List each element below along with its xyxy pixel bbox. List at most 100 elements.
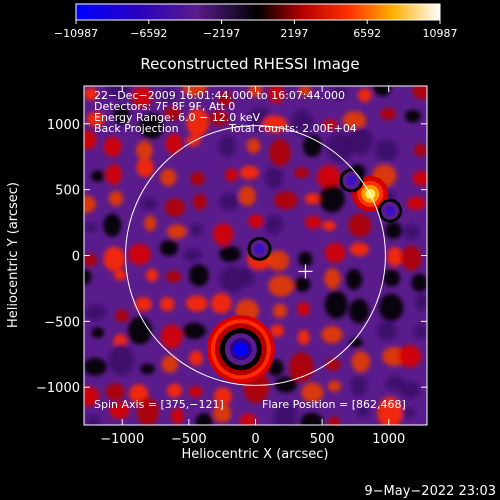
heatmap-blob — [248, 214, 264, 229]
heatmap-blob — [166, 383, 183, 398]
heatmap-blob — [160, 168, 177, 186]
colorbar-ticks: −10987 −6592 −2197 2197 6592 10987 — [54, 20, 458, 40]
heatmap-blob — [135, 140, 153, 160]
heatmap-blob — [273, 191, 298, 210]
y-tick-label: 500 — [55, 184, 80, 199]
heatmap-blob — [324, 242, 346, 263]
heatmap-blob — [103, 213, 122, 237]
colorbar — [75, 3, 441, 21]
heatmap-blob — [128, 243, 151, 265]
heatmap-blob — [349, 242, 369, 257]
heatmap-blob — [413, 324, 427, 339]
heatmap-blob — [357, 404, 370, 419]
heatmap-blob — [159, 239, 179, 257]
heatmap-blob — [345, 268, 363, 291]
colorbar-tick-label: 10987 — [423, 27, 458, 40]
heatmap-blob — [406, 196, 426, 210]
heatmap-blob — [105, 86, 131, 99]
heatmap-area — [84, 86, 427, 425]
x-tick-label: −1000 — [100, 432, 144, 447]
heatmap-blob — [108, 190, 124, 207]
heatmap-blob — [213, 403, 232, 423]
y-tick-label: −500 — [44, 315, 80, 330]
x-tick-label: 1000 — [372, 432, 405, 447]
heatmap-blob — [188, 385, 203, 398]
heatmap-blob — [324, 268, 341, 289]
heatmap-blob — [350, 375, 368, 397]
y-tick-label: 1000 — [47, 118, 80, 133]
heatmap-blob — [103, 136, 122, 157]
heatmap-blob — [378, 293, 404, 322]
colorbar-tick-label: −10987 — [54, 27, 98, 40]
heatmap-blob — [412, 86, 427, 100]
heatmap-blob — [401, 408, 417, 419]
heatmap-blob — [109, 401, 130, 420]
heatmap-blob — [404, 109, 422, 123]
heatmap-blob — [239, 165, 260, 180]
colorbar-tick-label: 2197 — [280, 27, 308, 40]
heatmap-blob — [213, 387, 232, 406]
y-tick-label: 0 — [72, 250, 80, 265]
heatmap-blob — [274, 376, 297, 393]
heatmap-blob — [108, 343, 134, 376]
heatmap-blob — [195, 413, 213, 425]
heatmap-blob — [166, 224, 187, 239]
heatmap-blob — [324, 290, 348, 319]
heatmap-blob — [273, 401, 297, 425]
heatmap-blob — [411, 273, 427, 293]
heatmap-blob — [188, 264, 209, 287]
heatmap-blob — [192, 193, 207, 211]
heatmap-blob — [383, 269, 401, 287]
heatmap-blob — [161, 355, 179, 373]
heatmap-blob — [304, 215, 322, 229]
heatmap-blob — [115, 309, 129, 323]
heatmap-blob — [321, 325, 343, 344]
heatmap-blob — [268, 275, 294, 297]
heatmap-blob — [349, 337, 363, 348]
heatmap-blob — [185, 295, 208, 312]
flare-position-text: Flare Position = [862,468] — [262, 398, 406, 411]
colorbar-tick-label: −6592 — [130, 27, 167, 40]
heatmap-blob — [220, 265, 245, 293]
heatmap-blob — [103, 246, 125, 272]
heatmap-blob — [190, 171, 205, 186]
heatmap-blob — [139, 112, 164, 140]
negative-source-ring — [346, 175, 357, 186]
heatmap-blob — [114, 269, 127, 281]
heatmap-blob — [84, 130, 97, 150]
spin-axis-marker — [298, 264, 313, 279]
heatmap-blob — [398, 344, 422, 368]
heatmap-blob — [189, 223, 203, 236]
heatmap-blob — [376, 320, 397, 341]
x-axis-label: Heliocentric X (arcsec) — [182, 447, 329, 462]
heatmap-blob — [84, 357, 107, 376]
chart-title: Reconstructed RHESSI Image — [140, 55, 359, 73]
heatmap-blob — [84, 269, 92, 285]
heatmap-blob — [219, 245, 241, 263]
heatmap-blob — [373, 86, 392, 97]
heatmap-blob — [297, 301, 310, 316]
y-axis-label: Heliocentric Y (arcsec) — [6, 182, 21, 328]
heatmap-blob — [415, 293, 427, 311]
heatmap-blob — [399, 381, 421, 399]
heatmap-blob — [182, 322, 206, 340]
heatmap-blob — [145, 268, 159, 282]
heatmap-blob — [165, 270, 182, 283]
heatmap-blob — [302, 134, 322, 157]
heatmap-blob — [319, 185, 345, 213]
heatmap-blob — [294, 277, 311, 292]
heatmap-blob — [326, 132, 353, 164]
heatmap-blob — [84, 87, 98, 101]
heatmap-blob — [293, 167, 310, 179]
heatmap-blob — [217, 91, 233, 107]
heatmap-blob — [213, 223, 234, 246]
heatmap-blob — [105, 163, 123, 185]
heatmap-blob — [348, 213, 372, 238]
x-tick-label: 500 — [310, 432, 335, 447]
heatmap-blob — [90, 170, 105, 182]
heatmap-blob — [170, 407, 184, 425]
heatmap-blob — [322, 220, 336, 231]
heatmap-blob — [403, 224, 420, 240]
heatmap-blob — [267, 250, 290, 271]
heatmap-blob — [134, 296, 152, 312]
